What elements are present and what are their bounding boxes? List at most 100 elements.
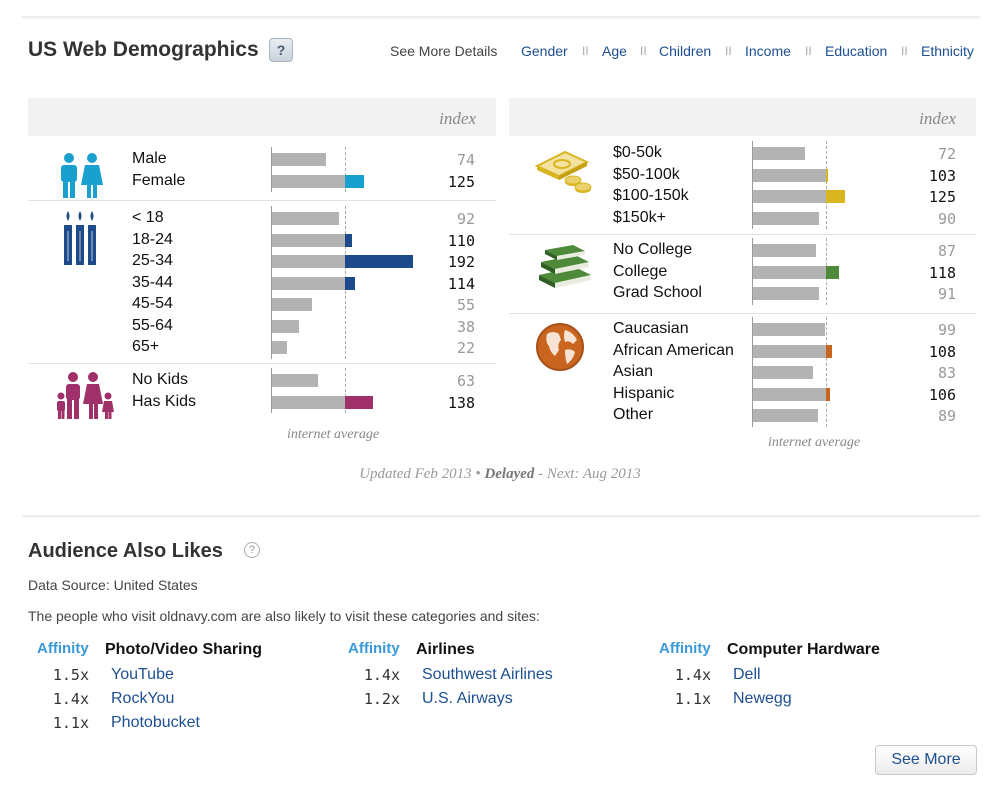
family-icon (56, 372, 114, 425)
nav-link-age[interactable]: Age (602, 43, 627, 59)
group-income: $0-50k 72 $50-100k 103 $100-150k 125 $150k+ 90 (509, 141, 976, 235)
bar-row: 35-44 114 (28, 273, 496, 294)
affinity-multiplier: 1.5x (52, 666, 89, 684)
bar-value: 72 (937, 145, 956, 163)
bar (272, 276, 345, 290)
site-link[interactable]: YouTube (111, 666, 174, 683)
affinity-multiplier: 1.1x (674, 690, 711, 708)
globe-icon (535, 322, 585, 377)
site-link[interactable]: Newegg (733, 690, 792, 707)
group-divider (28, 363, 496, 364)
bar-row: Asian 83 (509, 362, 976, 383)
affinity-multiplier: 1.1x (52, 714, 89, 732)
candles-icon (60, 211, 100, 272)
bar-above-average (345, 276, 356, 290)
bar-row: 45-54 55 (28, 294, 496, 315)
nav-link-income[interactable]: Income (745, 43, 791, 59)
bar-label: Other (613, 406, 654, 423)
site-link[interactable]: Photobucket (111, 714, 200, 731)
bar (272, 395, 345, 409)
nav-link-children[interactable]: Children (659, 43, 712, 59)
index-label: index (919, 109, 956, 128)
internet-average-line (826, 141, 827, 229)
affinity-label: Affinity (348, 640, 400, 657)
site-link[interactable]: U.S. Airways (422, 690, 513, 707)
bar-label: 35-44 (132, 273, 173, 291)
bar (753, 323, 826, 336)
bar-value: 118 (928, 263, 956, 282)
bar-value: 38 (456, 317, 475, 336)
see-more-button[interactable]: See More (875, 745, 977, 775)
nav-link-gender[interactable]: Gender (521, 43, 568, 59)
bar-above-average (826, 168, 829, 182)
affinity-multiplier: 1.4x (363, 666, 400, 684)
bar-value: 110 (447, 231, 475, 250)
help-icon[interactable]: ? (244, 542, 260, 558)
bar-label: Asian (613, 363, 654, 380)
update-prefix: Updated Feb 2013 • (359, 466, 485, 482)
bar (753, 409, 818, 422)
bar-value: 63 (456, 372, 475, 390)
nav-separator: II (725, 44, 732, 58)
bar-value: 92 (456, 210, 475, 228)
bar-row: $100-150k 125 (509, 186, 976, 207)
internet-average-line (826, 317, 827, 427)
bar-above-average (826, 344, 832, 358)
site-link[interactable]: Dell (733, 666, 761, 683)
affinity-category: Airlines (416, 641, 475, 658)
index-label: index (439, 109, 476, 128)
see-more-details-label: See More Details (390, 43, 498, 59)
help-icon[interactable]: ? (269, 38, 293, 62)
bar-label: $100-150k (613, 187, 689, 204)
bar-value: 99 (937, 321, 956, 339)
bar (272, 319, 300, 333)
bar-value: 103 (928, 166, 956, 185)
bar-axis (271, 147, 272, 192)
bar-value: 106 (928, 385, 956, 404)
bar (753, 387, 826, 401)
group-divider (28, 200, 496, 201)
bar-row: Other 89 (509, 405, 976, 426)
couple-icon (56, 152, 106, 205)
site-link[interactable]: Southwest Airlines (422, 666, 553, 683)
bar (753, 147, 806, 160)
bar-value: 114 (447, 274, 475, 293)
bar (272, 212, 340, 225)
site-link[interactable]: RockYou (111, 690, 175, 707)
bar-value: 125 (447, 172, 475, 191)
bar-row: $0-50k 72 (509, 143, 976, 164)
nav-link-education[interactable]: Education (825, 43, 888, 59)
bar-label: Hispanic (613, 384, 675, 402)
affinity-multiplier: 1.4x (52, 690, 89, 708)
bar-value: 192 (447, 253, 475, 271)
affinity-category: Computer Hardware (727, 641, 880, 658)
nav-separator: II (901, 44, 908, 58)
bar-above-average (826, 190, 845, 203)
bar-row: 18-24 110 (28, 230, 496, 251)
bar-value: 91 (937, 285, 956, 303)
section-divider (22, 515, 980, 518)
bar (272, 153, 326, 166)
group-gender: Male 74 Female 125 (28, 142, 496, 201)
bar-label: African American (613, 341, 734, 359)
bar-label: $150k+ (613, 208, 666, 226)
internet-average-label: internet average (287, 427, 380, 442)
bar-value: 90 (937, 209, 956, 228)
bar-row: African American 108 (509, 341, 976, 362)
nav-link-ethnicity[interactable]: Ethnicity (921, 43, 974, 59)
bar (753, 244, 817, 257)
index-header: index (509, 98, 976, 136)
demographics-panel-left: index Male 74 Female 125 < 18 92 18-24 110 25-34… (28, 98, 496, 458)
bar-row: 55-64 38 (28, 316, 496, 337)
affinity-label: Affinity (659, 640, 711, 657)
bar-label: $50-100k (613, 165, 680, 183)
data-source: Data Source: United States (28, 577, 198, 593)
bar-above-average (345, 395, 374, 409)
group-education: No College 87 College 118 Grad School 91 (509, 235, 976, 314)
bar (753, 168, 826, 182)
bar-above-average (826, 265, 840, 279)
bar (753, 190, 826, 203)
affinity-label: Affinity (37, 640, 89, 657)
group-ethnicity: Caucasian 99 African American 108 Asian 83 His… (509, 314, 976, 435)
group-divider (509, 234, 976, 235)
